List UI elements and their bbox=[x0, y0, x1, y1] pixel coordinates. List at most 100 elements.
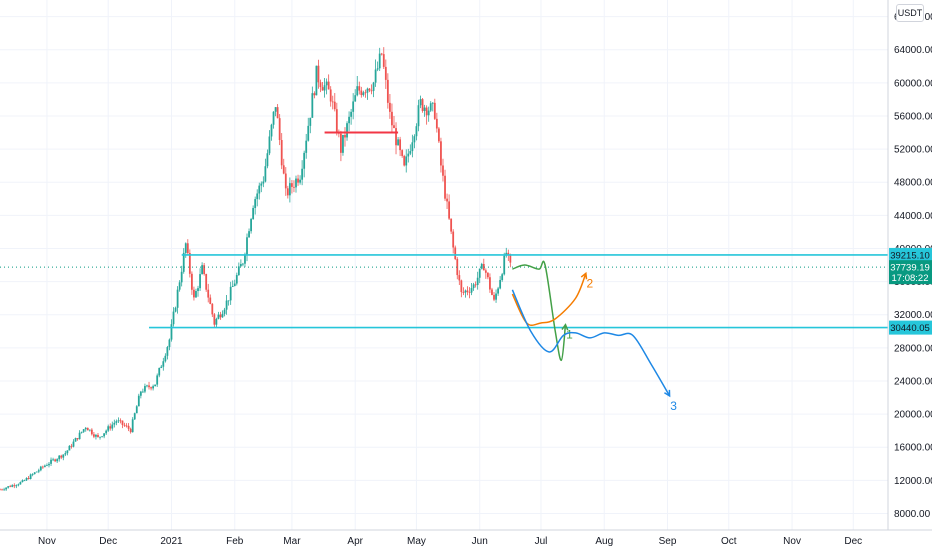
candle-body bbox=[25, 477, 28, 481]
candle-body bbox=[272, 111, 275, 125]
candle-body bbox=[31, 474, 34, 475]
y-tick-label: 56000.00 bbox=[894, 111, 932, 122]
candle-body bbox=[33, 472, 36, 475]
scenario-paths: 1 2 3 bbox=[511, 260, 677, 413]
candle-body bbox=[448, 201, 451, 219]
candle-body bbox=[168, 339, 171, 348]
candle-body bbox=[105, 430, 108, 434]
candle-body bbox=[178, 282, 181, 290]
candle-body bbox=[411, 142, 414, 152]
candle-body bbox=[74, 438, 77, 442]
candle-body bbox=[288, 183, 291, 196]
candle-body bbox=[235, 275, 238, 284]
candle-body bbox=[119, 420, 122, 422]
time-axis[interactable]: Nov Dec 2021 Feb Mar Apr May Jun Jul Aug Sep Oct Nov… bbox=[38, 536, 862, 547]
candle-body bbox=[409, 151, 412, 154]
candle-body bbox=[264, 166, 267, 182]
candle-body bbox=[484, 270, 487, 273]
y-tick-label: 20000.00 bbox=[894, 410, 932, 421]
candle-body bbox=[144, 386, 146, 392]
candle-body bbox=[509, 254, 512, 263]
x-tick-label: Feb bbox=[226, 536, 244, 547]
candle-body bbox=[311, 93, 314, 118]
candle-body bbox=[446, 198, 448, 202]
candle-body bbox=[491, 289, 493, 295]
support-resistance-lines bbox=[0, 131, 888, 329]
candle-body bbox=[29, 474, 32, 479]
candle-body bbox=[201, 265, 203, 275]
current-price-label-bg bbox=[889, 260, 932, 285]
candle-body bbox=[111, 424, 114, 429]
candle-body bbox=[342, 134, 344, 153]
candle-body bbox=[507, 252, 510, 255]
candle-body bbox=[137, 395, 140, 407]
candle-body bbox=[433, 102, 436, 119]
candle-body bbox=[258, 185, 261, 194]
candle-body bbox=[268, 136, 271, 154]
candle-body bbox=[364, 92, 367, 94]
candle-body bbox=[315, 65, 318, 96]
candle-body bbox=[174, 307, 177, 312]
candle-body bbox=[84, 427, 87, 430]
candle-body bbox=[323, 85, 326, 91]
candle-body bbox=[148, 385, 150, 388]
candle-body bbox=[380, 53, 383, 55]
candle-body bbox=[11, 485, 14, 487]
candle-body bbox=[399, 139, 402, 151]
candle-body bbox=[489, 277, 491, 290]
y-tick-label: 60000.00 bbox=[894, 78, 932, 89]
candle-body bbox=[319, 82, 322, 88]
y-tick-label: 28000.00 bbox=[894, 343, 932, 354]
candle-body bbox=[70, 445, 73, 447]
x-tick-label: Mar bbox=[283, 536, 301, 547]
candle-body bbox=[327, 81, 330, 90]
candle-body bbox=[413, 136, 416, 143]
candle-body bbox=[239, 264, 242, 267]
scenario-path-3 bbox=[511, 289, 671, 397]
candle-body bbox=[389, 102, 391, 112]
candle-body bbox=[127, 425, 130, 429]
candle-body bbox=[193, 289, 195, 298]
candle-body bbox=[270, 124, 273, 137]
scenario-label-2: 2 bbox=[587, 276, 594, 290]
candle-body bbox=[262, 181, 265, 184]
candle-body bbox=[211, 303, 214, 315]
candle-body bbox=[27, 477, 30, 479]
candle-body bbox=[219, 314, 222, 318]
y-tick-label: 12000.00 bbox=[894, 476, 932, 487]
candle-body bbox=[5, 487, 8, 490]
candle-body bbox=[17, 484, 20, 486]
candle-body bbox=[35, 471, 38, 473]
candle-body bbox=[199, 274, 201, 289]
candle-body bbox=[80, 431, 83, 433]
x-tick-label: Nov bbox=[38, 536, 56, 547]
candle-body bbox=[107, 426, 110, 431]
candle-body bbox=[197, 288, 199, 292]
candle-body bbox=[209, 297, 212, 304]
candle-body bbox=[372, 82, 375, 91]
scenario-arrowhead-3 bbox=[664, 389, 671, 398]
candle-body bbox=[466, 290, 469, 292]
x-tick-label: Oct bbox=[721, 536, 737, 547]
candle-body bbox=[368, 88, 371, 91]
candle-body bbox=[82, 429, 85, 432]
candle-body bbox=[170, 324, 173, 340]
candles bbox=[0, 47, 512, 491]
candle-body bbox=[131, 419, 134, 433]
candle-body bbox=[497, 288, 499, 294]
candle-body bbox=[393, 125, 395, 129]
candle-body bbox=[9, 486, 12, 487]
candle-body bbox=[76, 438, 79, 440]
candle-body bbox=[164, 355, 167, 362]
candle-body bbox=[427, 110, 430, 116]
currency-badge[interactable]: USDT bbox=[896, 4, 924, 22]
candle-body bbox=[195, 291, 197, 298]
candle-body bbox=[125, 425, 128, 427]
candle-body bbox=[352, 101, 355, 112]
candle-body bbox=[188, 252, 191, 274]
candle-body bbox=[301, 168, 304, 180]
y-tick-label: 16000.00 bbox=[894, 443, 932, 454]
candle-body bbox=[248, 231, 250, 238]
candle-body bbox=[476, 277, 479, 285]
